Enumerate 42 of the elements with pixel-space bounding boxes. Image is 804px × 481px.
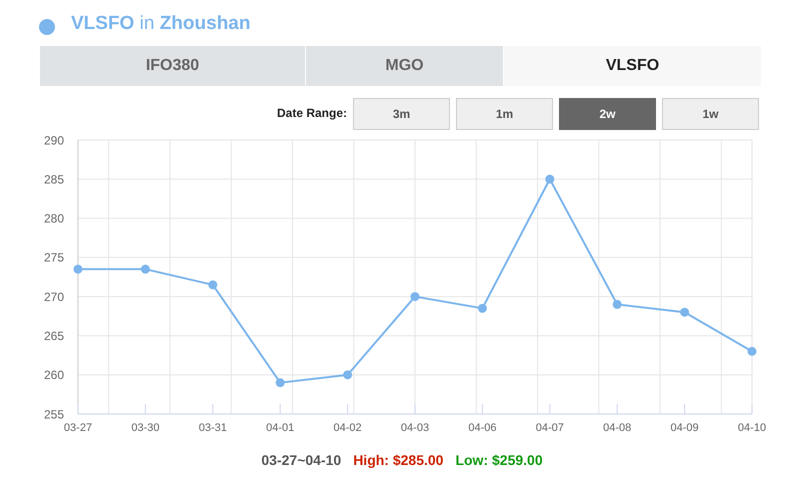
point	[410, 292, 420, 302]
date-range-button: 1w	[662, 98, 759, 130]
y-tick-label: 265	[44, 328, 64, 343]
x-tick-label: 04-03	[400, 422, 430, 434]
point	[478, 304, 487, 313]
point	[680, 308, 690, 317]
y-tick-label: 280	[44, 212, 64, 226]
tab: MGO	[306, 46, 503, 86]
x-tick-label: 04-10	[738, 422, 766, 434]
point	[343, 370, 352, 380]
y-tick-label: 255	[44, 407, 64, 422]
y-tick-label: 275	[44, 250, 64, 265]
point	[612, 300, 622, 309]
y-tick-label: 285	[44, 172, 64, 186]
text: High: $285.00	[353, 452, 444, 468]
x-tick-label: 03-27	[64, 422, 92, 434]
x-tick-label: 04-09	[670, 422, 699, 434]
x-tick-label: 04-02	[334, 422, 362, 434]
tab: VLSFO	[504, 46, 761, 86]
text: 03-27~04-10	[261, 452, 342, 468]
date-range-button: 1m	[456, 98, 553, 130]
date-range-button: 2w	[559, 98, 656, 130]
x-tick-label: 04-06	[468, 422, 496, 434]
x-tick-label: 03-30	[131, 422, 160, 434]
point	[276, 378, 285, 388]
point	[545, 174, 554, 184]
tab: IFO380	[40, 46, 305, 86]
y-tick-label: 270	[44, 290, 64, 304]
text: Low: $259.00	[455, 452, 543, 468]
date-range-button: 3m	[353, 98, 450, 130]
point	[140, 264, 150, 274]
chart-title: VLSFO in Zhoushan	[71, 13, 250, 34]
point	[74, 264, 82, 274]
x-tick-label: 04-08	[603, 422, 632, 434]
point	[208, 280, 218, 290]
x-tick-label: 03-31	[198, 422, 227, 434]
text: Date Range:	[276, 106, 347, 120]
y-tick-label: 290	[44, 133, 64, 148]
x-tick-label: 04-07	[536, 422, 564, 434]
point	[748, 346, 756, 356]
y-tick-label: 260	[44, 368, 64, 382]
x-tick-label: 04-01	[266, 422, 294, 434]
